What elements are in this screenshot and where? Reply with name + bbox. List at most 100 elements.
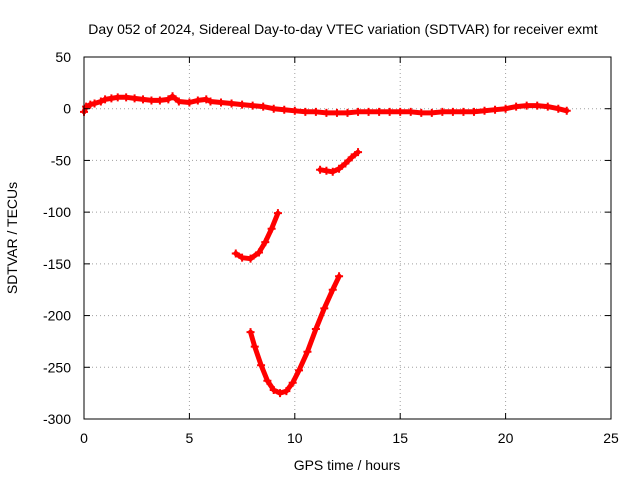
data-point: [396, 107, 405, 116]
data-point: [533, 101, 542, 110]
data-point: [280, 105, 289, 114]
data-point: [469, 107, 478, 116]
y-tick-label: -200: [43, 308, 71, 324]
data-point: [290, 106, 299, 115]
data-point: [206, 97, 215, 106]
data-point: [295, 366, 304, 375]
data-point: [130, 94, 139, 103]
data-point: [417, 108, 426, 117]
data-point: [273, 209, 282, 218]
data-point: [122, 93, 131, 102]
data-point: [322, 166, 331, 175]
data-point: [562, 106, 571, 115]
data-point: [343, 108, 352, 117]
data-point: [438, 107, 447, 116]
data-point: [385, 107, 394, 116]
data-point: [246, 328, 255, 337]
data-point: [522, 101, 531, 110]
data-point: [335, 164, 344, 173]
data-point: [311, 325, 320, 334]
data-point: [480, 106, 489, 115]
data-point: [174, 97, 183, 106]
y-tick-label: -100: [43, 204, 71, 220]
data-point: [248, 101, 257, 110]
data-point: [261, 238, 270, 247]
data-point: [322, 108, 331, 117]
y-tick-label: -150: [43, 256, 71, 272]
y-tick-label: -250: [43, 359, 71, 375]
x-ticks: 0 5 10 15 20 25: [80, 57, 619, 446]
data-point: [269, 104, 278, 113]
data-point: [246, 254, 255, 263]
data-point: [341, 159, 350, 168]
x-axis-label: GPS time / hours: [294, 457, 401, 473]
x-tick-label: 5: [186, 430, 194, 446]
data-point: [231, 249, 240, 258]
data-point: [238, 100, 247, 109]
data-point: [303, 347, 312, 356]
data-point: [320, 304, 329, 313]
x-tick-label: 20: [498, 430, 514, 446]
y-tick-label: -300: [43, 411, 71, 427]
data-point: [354, 107, 363, 116]
series-arc-c: [248, 273, 342, 396]
data-point: [269, 386, 278, 395]
data-point: [311, 107, 320, 116]
data-point: [139, 95, 148, 104]
data-point: [316, 165, 325, 174]
y-tick-label: 0: [63, 101, 71, 117]
data-point: [254, 248, 263, 257]
data-point: [107, 94, 116, 103]
data-point: [259, 102, 268, 111]
data-point: [164, 95, 173, 104]
data-point: [459, 107, 468, 116]
data-point: [90, 99, 99, 108]
data-point: [217, 98, 226, 107]
y-tick-label: -50: [51, 152, 71, 168]
data-point: [257, 361, 266, 370]
x-tick-label: 15: [392, 430, 408, 446]
data-point: [491, 105, 500, 114]
y-tick-label: 50: [55, 49, 71, 65]
grid: [84, 57, 611, 419]
data-point: [263, 376, 272, 385]
data-point: [354, 148, 363, 157]
y-ticks: 50 0 -50 -100 -150 -200 -250 -300: [43, 49, 611, 427]
data-point: [86, 100, 95, 109]
data-point: [202, 95, 211, 104]
data-point: [193, 96, 202, 105]
data-point: [276, 389, 285, 398]
data-point: [267, 224, 276, 233]
data-point: [282, 387, 291, 396]
data-point: [328, 285, 337, 294]
data-point: [543, 102, 552, 111]
data-point: [185, 98, 194, 107]
data-point: [113, 93, 122, 102]
data-point: [155, 96, 164, 105]
data-point: [96, 97, 105, 106]
data-point: [554, 104, 563, 113]
data-point: [501, 104, 510, 113]
data-point: [406, 107, 415, 116]
data-point: [288, 378, 297, 387]
data-point: [427, 108, 436, 117]
y-axis-label: SDTVAR / TECUs: [4, 182, 20, 294]
data-point: [512, 102, 521, 111]
data-point: [335, 272, 344, 281]
data-point: [328, 167, 337, 176]
data-point: [147, 96, 156, 105]
x-tick-label: 25: [603, 430, 619, 446]
data-point: [332, 108, 341, 117]
data-point: [375, 107, 384, 116]
series-group: [80, 92, 571, 398]
data-point: [238, 253, 247, 262]
plot-frame: [83, 56, 612, 420]
data-point: [347, 153, 356, 162]
data-point: [82, 102, 91, 111]
x-tick-label: 10: [287, 430, 303, 446]
data-point: [168, 92, 177, 101]
x-tick-label: 0: [80, 430, 88, 446]
data-point: [227, 99, 236, 108]
data-point: [364, 107, 373, 116]
